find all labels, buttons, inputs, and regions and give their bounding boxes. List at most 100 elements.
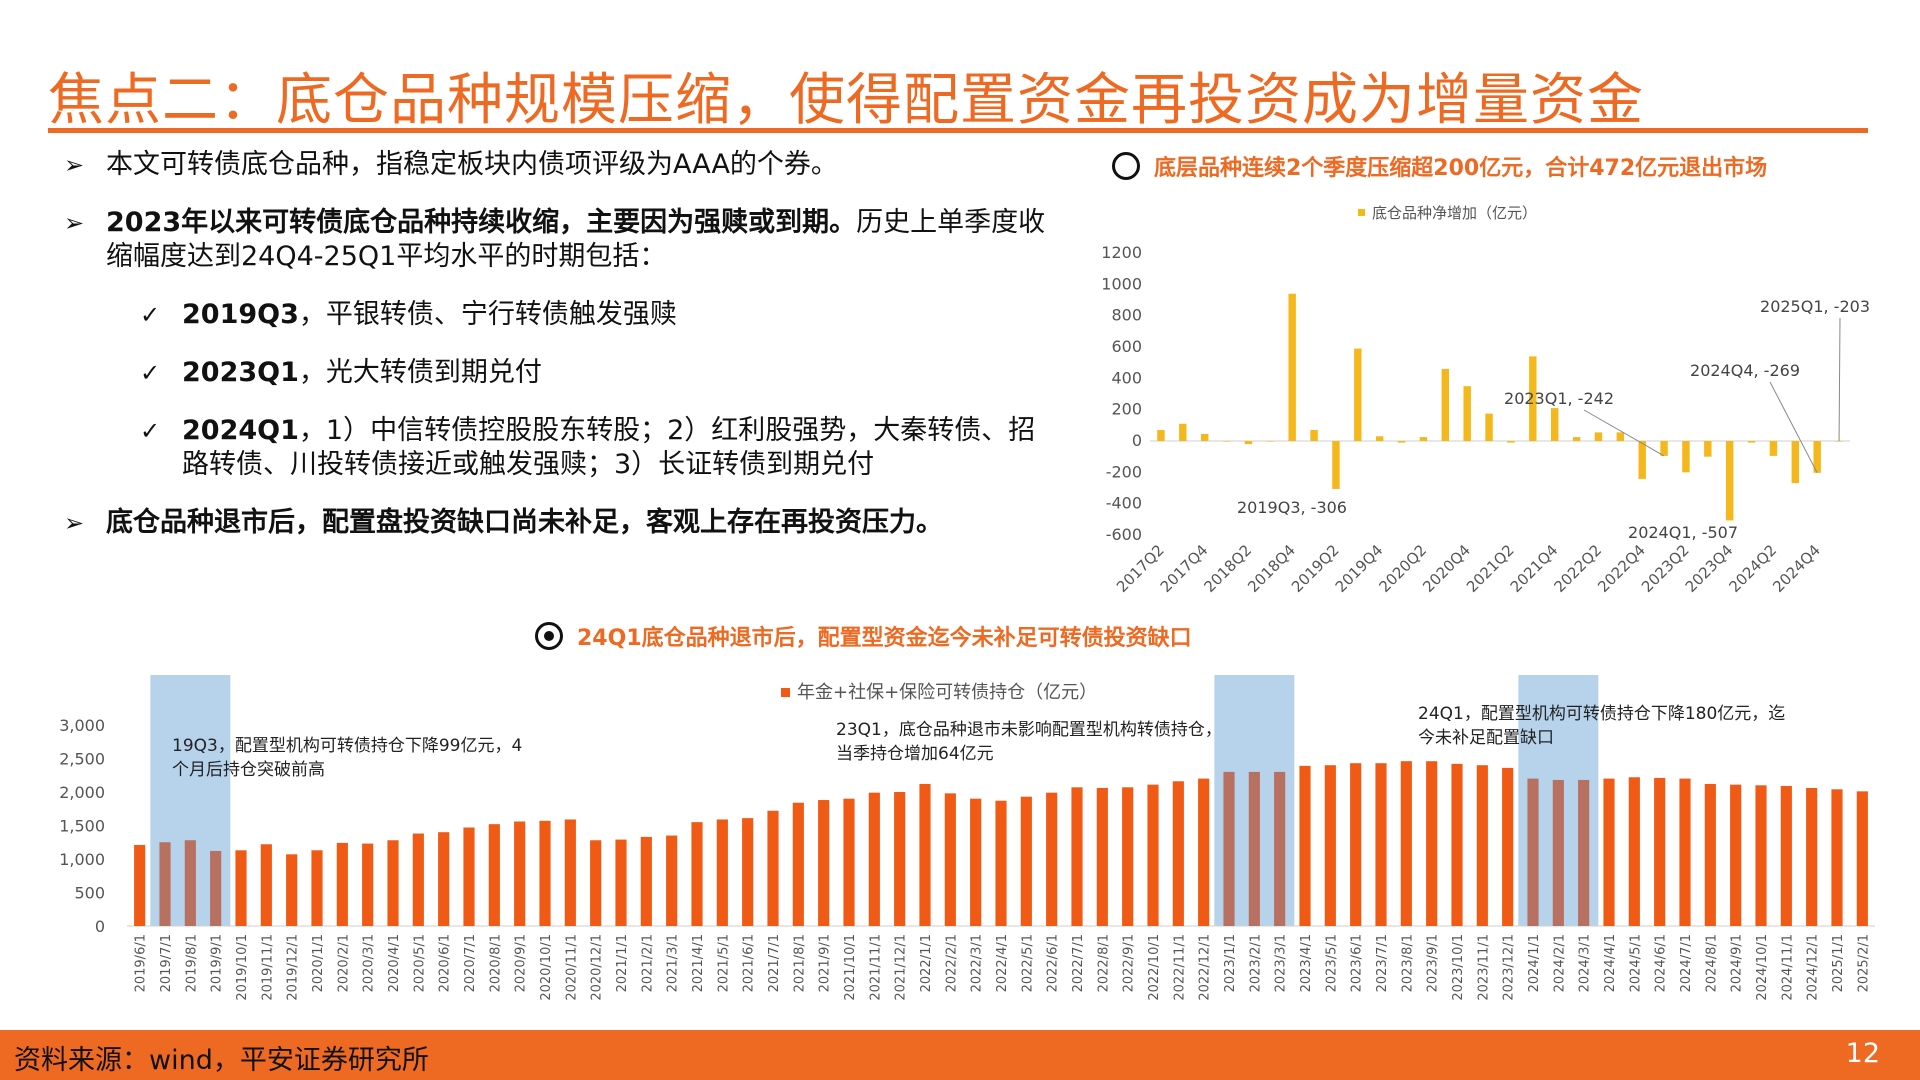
x-tick-label: 2019/7/1 xyxy=(159,934,174,992)
bar xyxy=(1248,771,1260,926)
y-tick-label: 2,000 xyxy=(59,783,105,802)
x-tick-label: 2021/8/1 xyxy=(792,934,807,992)
bar xyxy=(1244,441,1253,445)
bar xyxy=(1552,779,1564,926)
bar xyxy=(1725,441,1734,521)
bar xyxy=(1747,441,1756,443)
bar xyxy=(514,821,526,926)
bar xyxy=(1769,441,1778,456)
y-tick-label: 1200 xyxy=(1101,243,1142,262)
bar xyxy=(590,840,602,926)
bar xyxy=(1222,441,1231,442)
x-tick-label: 2020/2/1 xyxy=(336,934,351,992)
y-tick-label: 500 xyxy=(74,884,105,903)
x-tick-label: 2018Q2 xyxy=(1200,541,1255,596)
bar xyxy=(564,819,576,926)
bar xyxy=(615,839,627,926)
x-tick-label: 2020/12/1 xyxy=(590,934,605,1001)
title-underline xyxy=(48,128,1868,133)
y-tick-label: 2,500 xyxy=(59,750,105,769)
x-tick-label: 2021/7/1 xyxy=(767,934,782,992)
bar xyxy=(1578,779,1590,926)
x-tick-label: 2017Q2 xyxy=(1113,541,1168,596)
bar xyxy=(767,810,779,926)
bar xyxy=(742,818,754,926)
x-tick-label: 2023/9/1 xyxy=(1426,934,1441,992)
annotation-label: 2024Q1, -507 xyxy=(1628,523,1738,542)
bar xyxy=(1172,781,1184,926)
bar xyxy=(1200,433,1209,441)
x-tick-label: 2022/10/1 xyxy=(1147,934,1162,1001)
x-tick-label: 2023/3/1 xyxy=(1274,934,1289,992)
y-tick-label: -200 xyxy=(1106,462,1142,481)
x-tick-label: 2023/7/1 xyxy=(1375,934,1390,992)
bar xyxy=(1594,432,1603,441)
bullet-bold-text: 底仓品种退市后，配置盘投资缺口尚未补足，客观上存在再投资压力。 xyxy=(106,507,943,538)
bar xyxy=(1463,386,1471,441)
x-tick-label: 2020/4/1 xyxy=(387,934,402,992)
y-tick-label: 1,500 xyxy=(59,817,105,836)
bar xyxy=(1157,430,1165,441)
x-tick-label: 2021/2/1 xyxy=(640,934,655,992)
y-tick-label: 0 xyxy=(1132,431,1142,450)
x-tick-label: 2023/10/1 xyxy=(1451,934,1466,1001)
bar xyxy=(1223,771,1235,926)
annotation-label: 23Q1，底仓品种退市未影响配置型机构转债持仓，当季持仓增加64亿元 xyxy=(836,720,1222,764)
x-tick-label: 2024/1/1 xyxy=(1527,934,1542,992)
bar xyxy=(1730,784,1742,926)
legend-swatch xyxy=(1358,209,1365,216)
x-tick-label: 2025/1/1 xyxy=(1831,934,1846,992)
x-tick-label: 2024/8/1 xyxy=(1704,934,1719,992)
x-tick-label: 2019/8/1 xyxy=(184,934,199,992)
bar xyxy=(792,802,804,926)
x-tick-label: 2024/12/1 xyxy=(1806,934,1821,1001)
checkmark-icon: ✓ xyxy=(140,359,161,387)
x-tick-label: 2022/1/1 xyxy=(919,934,934,992)
annotation-label: 2025Q1, -203 xyxy=(1760,297,1870,316)
x-tick-label: 2024/9/1 xyxy=(1730,934,1745,992)
arrow-bullet-icon: ➢ xyxy=(64,509,85,537)
chart1-heading: 底层品种连续2个季度压缩超200亿元，合计472亿元退出市场 xyxy=(1112,150,1767,182)
x-tick-label: 2025/2/1 xyxy=(1856,934,1871,992)
x-tick-label: 2019/9/1 xyxy=(210,934,225,992)
bar xyxy=(1299,765,1311,926)
bar xyxy=(134,844,146,926)
bar xyxy=(1654,777,1666,926)
quarterly-net-change-chart: 底仓品种净增加（亿元） 1200 1000 800 600 400 200 0 -200 -400… xyxy=(1101,204,1870,596)
x-tick-label: 2024/10/1 xyxy=(1755,934,1770,1001)
y-tick-label: -600 xyxy=(1106,525,1142,544)
bar xyxy=(970,798,982,926)
bullet-bold-text: 2023年以来可转债底仓品种持续收缩，主要因为强赎或到期。 xyxy=(106,207,857,238)
x-tick-label: 2023/2/1 xyxy=(1248,934,1263,992)
x-tick-label: 2022/6/1 xyxy=(1046,934,1061,992)
bullet-text: ，平银转债、宁行转债触发强赎 xyxy=(298,299,677,330)
bar xyxy=(260,844,272,926)
bullet-text: ，1）中信转债控股股东转股；2）红利股强势，大秦转债、招路转债、川投转债接近或触… xyxy=(182,415,1036,480)
radio-circle-icon xyxy=(535,622,563,650)
bar xyxy=(336,842,348,926)
bar xyxy=(387,840,399,926)
bar xyxy=(944,793,956,926)
x-tick-label: 2022/8/1 xyxy=(1096,934,1111,992)
bar xyxy=(995,800,1007,926)
bar xyxy=(1755,785,1767,926)
bullet-item: ➢ 本文可转债底仓品种，指稳定板块内债项评级为AAA的个券。 xyxy=(60,148,1060,182)
bar xyxy=(919,783,931,926)
x-tick-label: 2019Q2 xyxy=(1288,541,1343,596)
x-tick-label: 2022Q4 xyxy=(1594,541,1649,596)
arrow-bullet-icon: ➢ xyxy=(64,209,85,237)
bar xyxy=(1324,765,1336,926)
x-tick-label: 2024/2/1 xyxy=(1552,934,1567,992)
x-tick-label: 2023/11/1 xyxy=(1476,934,1491,1001)
x-tick-label: 2021/1/1 xyxy=(615,934,630,992)
bar xyxy=(311,850,323,926)
x-tick-label: 2022Q2 xyxy=(1550,541,1605,596)
legend-label: 年金+社保+保险可转债持仓（亿元） xyxy=(797,682,1097,703)
x-tick-label: 2021/3/1 xyxy=(666,934,681,992)
bar xyxy=(1813,441,1821,473)
annotation-label: 2024Q4, -269 xyxy=(1690,361,1800,380)
bar xyxy=(235,850,247,926)
x-tick-label: 2020/6/1 xyxy=(438,934,453,992)
bar xyxy=(1502,767,1514,926)
bar xyxy=(1835,441,1843,442)
